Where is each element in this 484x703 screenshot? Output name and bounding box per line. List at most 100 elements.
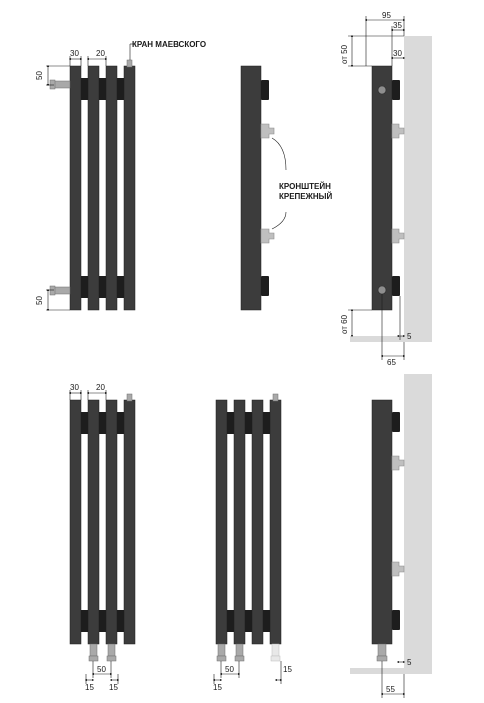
collector-block — [245, 412, 252, 434]
radiator-side — [371, 399, 393, 645]
dim-bottom-offset: 50 — [35, 296, 44, 305]
wall — [404, 374, 432, 674]
collector-block — [81, 276, 88, 298]
tube — [215, 399, 228, 645]
side-view-top: КРОНШТЕЙН КРЕПЕЖНЫЙ — [240, 65, 332, 311]
dim-top-offset: 50 — [35, 71, 44, 80]
wall — [404, 36, 432, 342]
mounting-bracket — [260, 228, 275, 244]
collector-side — [392, 276, 400, 296]
mounting-bracket — [260, 123, 275, 139]
bottom-valve-cap — [376, 655, 388, 662]
bottom-valve-cap — [88, 655, 99, 662]
dim-bl-15a: 15 — [85, 683, 94, 692]
tube — [105, 65, 118, 311]
collector-block — [81, 78, 88, 100]
dim-from-50: от 50 — [340, 44, 349, 64]
tube — [123, 399, 136, 645]
tube — [233, 399, 246, 645]
radiator-side — [240, 65, 262, 311]
tube — [105, 399, 118, 645]
mounting-bracket — [391, 123, 405, 139]
dim-from-60: от 60 — [340, 314, 349, 334]
optional-valve — [271, 643, 280, 657]
collector-block — [227, 412, 234, 434]
dim-bm-50: 50 — [225, 665, 234, 674]
dim-side-30: 30 — [393, 49, 402, 58]
bottom-valve-cap — [216, 655, 227, 662]
bracket-label-2: КРЕПЕЖНЫЙ — [279, 192, 332, 201]
bottom-valve — [89, 643, 98, 657]
bleed-valve — [272, 393, 279, 402]
bottom-valve-cap — [234, 655, 245, 662]
collector-block — [263, 610, 270, 632]
wall-view-bottom: 5 55 — [350, 374, 432, 698]
mounting-bracket — [391, 228, 405, 244]
bleed-valve — [126, 59, 133, 68]
collector-side — [261, 80, 269, 100]
front-view-bottom-left: 30 20 50 15 15 — [68, 383, 136, 692]
collector-block — [117, 78, 124, 100]
dim-tube-width: 30 — [70, 49, 79, 58]
collector-block — [117, 276, 124, 298]
dim-bl-30: 30 — [70, 383, 79, 392]
outlet-valve — [53, 286, 71, 295]
dim-side-65: 65 — [387, 358, 396, 367]
collector-block — [81, 610, 88, 632]
tube — [123, 65, 136, 311]
collector-side — [392, 610, 400, 630]
tube — [69, 399, 82, 645]
valve-connector — [377, 85, 387, 95]
bottom-valve — [377, 643, 387, 657]
dim-tube-gap: 20 — [96, 49, 105, 58]
radiator-side — [371, 65, 393, 311]
inlet-valve — [53, 80, 71, 89]
collector-block — [99, 412, 106, 434]
tube — [87, 65, 100, 311]
optional-valve-cap — [270, 655, 281, 662]
tube — [251, 399, 264, 645]
dim-side-35: 35 — [393, 21, 402, 30]
floor — [350, 668, 432, 674]
dim-bl-15b: 15 — [109, 683, 118, 692]
collector-block — [245, 610, 252, 632]
wall-view-top: 95 35 30 от 50 от 60 65 5 — [340, 11, 432, 367]
collector-block — [81, 412, 88, 434]
tube — [69, 65, 82, 311]
dim-br-5: 5 — [407, 658, 412, 667]
bottom-valve — [217, 643, 226, 657]
dim-bl-20: 20 — [96, 383, 105, 392]
tube — [87, 399, 100, 645]
bottom-valve-cap — [106, 655, 117, 662]
front-view-bottom-middle: 50 15 15 — [212, 393, 292, 692]
bottom-valve — [235, 643, 244, 657]
collector-side — [392, 80, 400, 100]
tube — [269, 399, 282, 645]
outlet-valve-cap — [49, 285, 56, 296]
collector-side — [261, 276, 269, 296]
floor — [350, 336, 432, 342]
collector-block — [263, 412, 270, 434]
bleed-valve-label: КРАН МАЕВСКОГО — [132, 40, 206, 49]
mounting-bracket — [391, 455, 405, 471]
dim-side-total: 95 — [382, 11, 391, 20]
collector-block — [227, 610, 234, 632]
dim-side-5: 5 — [407, 332, 412, 341]
front-view-top: 30 20 КРАН МАЕВСКОГО 50 50 — [35, 40, 206, 312]
dim-br-55: 55 — [386, 685, 395, 694]
mounting-bracket — [391, 561, 405, 577]
collector-block — [99, 610, 106, 632]
dim-bl-50: 50 — [97, 665, 106, 674]
valve-connector — [377, 285, 387, 295]
collector-block — [117, 412, 124, 434]
collector-block — [99, 276, 106, 298]
collector-block — [99, 78, 106, 100]
dim-bm-15a: 15 — [213, 683, 222, 692]
bleed-valve — [126, 393, 133, 402]
collector-side — [392, 412, 400, 432]
dim-bm-15b: 15 — [283, 665, 292, 674]
inlet-valve-cap — [49, 79, 56, 90]
bracket-label-1: КРОНШТЕЙН — [279, 182, 331, 191]
bottom-valve — [107, 643, 116, 657]
